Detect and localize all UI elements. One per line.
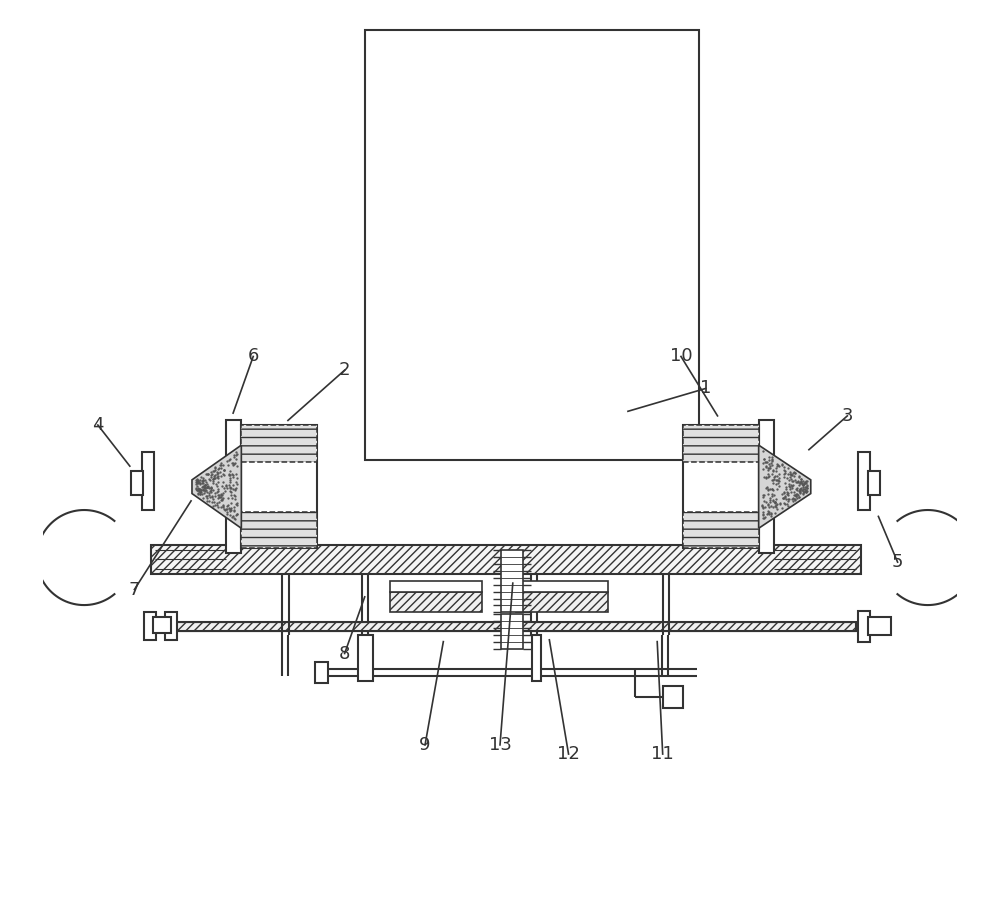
FancyBboxPatch shape [151, 545, 861, 574]
FancyBboxPatch shape [868, 471, 880, 495]
FancyBboxPatch shape [516, 581, 608, 592]
Text: 1: 1 [700, 379, 711, 398]
FancyBboxPatch shape [532, 635, 541, 681]
FancyBboxPatch shape [315, 662, 328, 683]
FancyBboxPatch shape [241, 425, 317, 462]
FancyBboxPatch shape [358, 635, 373, 681]
FancyBboxPatch shape [683, 512, 759, 548]
Text: 5: 5 [892, 553, 903, 571]
FancyBboxPatch shape [241, 425, 317, 548]
FancyBboxPatch shape [142, 452, 154, 510]
FancyBboxPatch shape [165, 612, 177, 640]
Text: 6: 6 [248, 347, 259, 366]
FancyBboxPatch shape [501, 614, 523, 649]
Text: 10: 10 [670, 347, 692, 366]
FancyBboxPatch shape [663, 686, 683, 708]
Polygon shape [192, 445, 241, 528]
Text: 9: 9 [419, 736, 431, 754]
FancyBboxPatch shape [365, 30, 699, 460]
Text: 13: 13 [489, 736, 511, 754]
FancyBboxPatch shape [226, 420, 241, 553]
FancyBboxPatch shape [390, 592, 482, 612]
FancyBboxPatch shape [683, 425, 759, 548]
Text: 3: 3 [842, 407, 853, 425]
FancyBboxPatch shape [759, 420, 774, 553]
FancyBboxPatch shape [144, 612, 156, 640]
FancyBboxPatch shape [241, 512, 317, 548]
Text: 12: 12 [557, 745, 580, 763]
Polygon shape [759, 445, 811, 528]
FancyBboxPatch shape [501, 550, 523, 612]
FancyBboxPatch shape [153, 617, 171, 633]
Text: 7: 7 [129, 580, 140, 599]
FancyBboxPatch shape [155, 622, 856, 631]
FancyBboxPatch shape [390, 581, 482, 592]
Text: 2: 2 [339, 361, 350, 379]
FancyBboxPatch shape [131, 471, 143, 495]
Text: 11: 11 [651, 745, 674, 763]
FancyBboxPatch shape [516, 592, 608, 612]
FancyBboxPatch shape [858, 452, 870, 510]
FancyBboxPatch shape [858, 611, 870, 642]
FancyBboxPatch shape [683, 425, 759, 462]
FancyBboxPatch shape [868, 617, 891, 635]
Text: 8: 8 [339, 644, 350, 663]
Text: 4: 4 [92, 416, 104, 434]
